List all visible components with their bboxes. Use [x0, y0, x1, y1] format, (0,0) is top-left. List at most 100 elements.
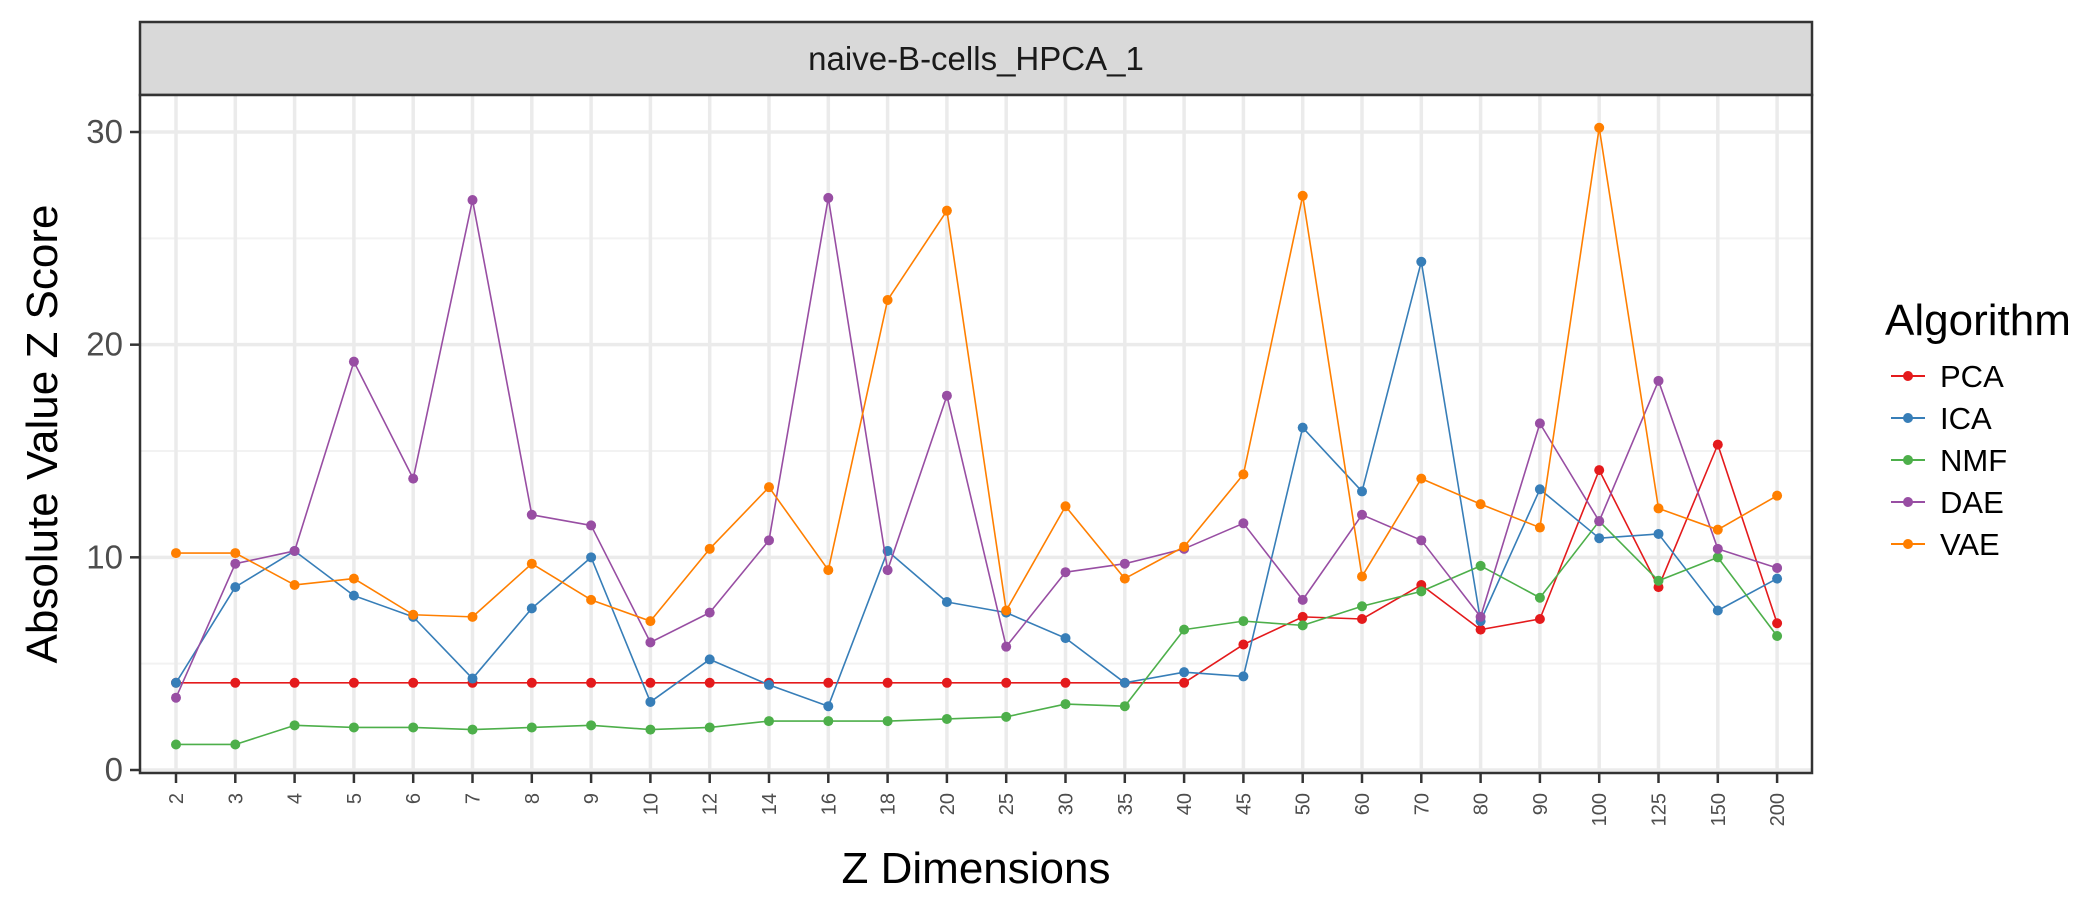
data-point-vae — [1416, 473, 1427, 484]
grid-major — [140, 95, 1812, 773]
data-point-vae — [348, 573, 359, 584]
data-point-nmf — [1001, 711, 1012, 722]
data-point-ica — [823, 701, 834, 712]
data-point-nmf — [1712, 552, 1723, 563]
data-point-dae — [230, 558, 241, 569]
data-point-vae — [1119, 573, 1130, 584]
legend-label: DAE — [1940, 485, 2004, 520]
data-point-pca — [1238, 639, 1249, 650]
data-point-nmf — [823, 716, 834, 727]
data-point-pca — [1179, 677, 1190, 688]
data-point-vae — [230, 548, 241, 559]
legend-item-pca: PCA — [1891, 359, 2004, 394]
x-axis-title: Z Dimensions — [842, 844, 1111, 893]
data-point-dae — [823, 192, 834, 203]
x-tick-label: 45 — [1233, 793, 1255, 815]
data-point-pca — [1001, 677, 1012, 688]
data-point-vae — [289, 579, 300, 590]
data-point-nmf — [230, 739, 241, 750]
data-point-dae — [704, 607, 715, 618]
legend-marker — [1903, 455, 1913, 465]
data-point-dae — [1119, 558, 1130, 569]
x-tick-label: 70 — [1411, 793, 1433, 815]
x-tick-label: 16 — [818, 793, 840, 815]
data-point-dae — [1712, 543, 1723, 554]
data-point-vae — [1060, 501, 1071, 512]
data-point-ica — [467, 673, 478, 684]
data-point-ica — [1119, 677, 1130, 688]
x-tick-label: 200 — [1767, 793, 1789, 826]
legend-label: ICA — [1940, 401, 1992, 436]
data-point-vae — [586, 594, 597, 605]
data-point-vae — [1297, 190, 1308, 201]
data-point-nmf — [645, 724, 656, 735]
x-tick-label: 18 — [878, 793, 900, 815]
data-point-ica — [1772, 573, 1783, 584]
series-line-vae — [176, 126, 1778, 622]
data-point-pca — [1297, 611, 1308, 622]
y-tick-label: 30 — [86, 113, 123, 150]
y-tick-label: 10 — [86, 538, 123, 575]
data-point-ica — [1297, 422, 1308, 433]
series-layer — [171, 122, 1783, 750]
data-point-pca — [823, 677, 834, 688]
data-point-pca — [1594, 465, 1605, 476]
data-point-nmf — [1416, 586, 1427, 597]
data-point-pca — [1357, 614, 1367, 625]
y-axis-title: Absolute Value Z Score — [18, 205, 67, 664]
data-point-dae — [1534, 418, 1545, 429]
data-point-dae — [408, 473, 419, 484]
data-point-nmf — [526, 722, 537, 733]
legend-label: VAE — [1940, 527, 2000, 562]
data-point-nmf — [171, 739, 181, 750]
data-point-ica — [1712, 605, 1723, 616]
data-point-vae — [645, 616, 656, 627]
data-point-pca — [289, 677, 300, 688]
data-point-vae — [1238, 469, 1249, 480]
data-point-ica — [1357, 486, 1367, 497]
plot-panel — [140, 95, 1812, 773]
facet-title: naive-B-cells_HPCA_1 — [808, 40, 1144, 77]
x-axis: 2 3 4 5 6 7 8 9 10 12 14 16 18 20 25 30 35 40 45 50 60 70 80 90… — [166, 773, 1789, 826]
series-line-ica — [175, 260, 1778, 708]
data-point-dae — [1416, 535, 1427, 546]
x-tick-label: 25 — [996, 793, 1018, 815]
data-point-nmf — [704, 722, 715, 733]
data-point-ica — [1179, 667, 1190, 678]
x-tick-label: 10 — [640, 793, 662, 815]
data-point-vae — [1001, 605, 1012, 616]
data-point-ica — [1416, 256, 1427, 267]
x-tick-label: 7 — [463, 793, 485, 804]
data-point-vae — [882, 295, 893, 306]
data-point-nmf — [1357, 601, 1367, 612]
data-point-vae — [1594, 122, 1605, 133]
data-point-vae — [1179, 541, 1190, 552]
data-point-dae — [1357, 509, 1367, 520]
data-point-vae — [408, 609, 419, 620]
y-axis: 0 10 20 30 — [86, 113, 140, 788]
data-point-vae — [764, 482, 774, 493]
x-tick-label: 3 — [225, 793, 247, 804]
legend-marker — [1903, 539, 1913, 549]
data-point-dae — [1001, 641, 1012, 652]
data-point-ica — [526, 603, 537, 614]
data-point-ica — [1238, 671, 1249, 682]
data-point-nmf — [1475, 560, 1486, 571]
data-point-vae — [941, 205, 952, 216]
data-point-nmf — [1119, 701, 1130, 712]
legend-marker — [1903, 413, 1913, 423]
facet-strip — [138, 20, 1814, 97]
data-point-vae — [1772, 490, 1783, 501]
data-point-pca — [704, 677, 715, 688]
data-point-pca — [348, 677, 359, 688]
data-point-vae — [823, 565, 834, 576]
data-point-dae — [1594, 516, 1605, 527]
data-point-vae — [1534, 522, 1545, 533]
data-point-dae — [348, 356, 359, 367]
data-point-vae — [1653, 503, 1664, 514]
series-line-pca — [176, 443, 1778, 684]
x-tick-label: 150 — [1708, 793, 1730, 826]
data-point-dae — [1772, 562, 1783, 573]
x-tick-label: 20 — [937, 793, 959, 815]
